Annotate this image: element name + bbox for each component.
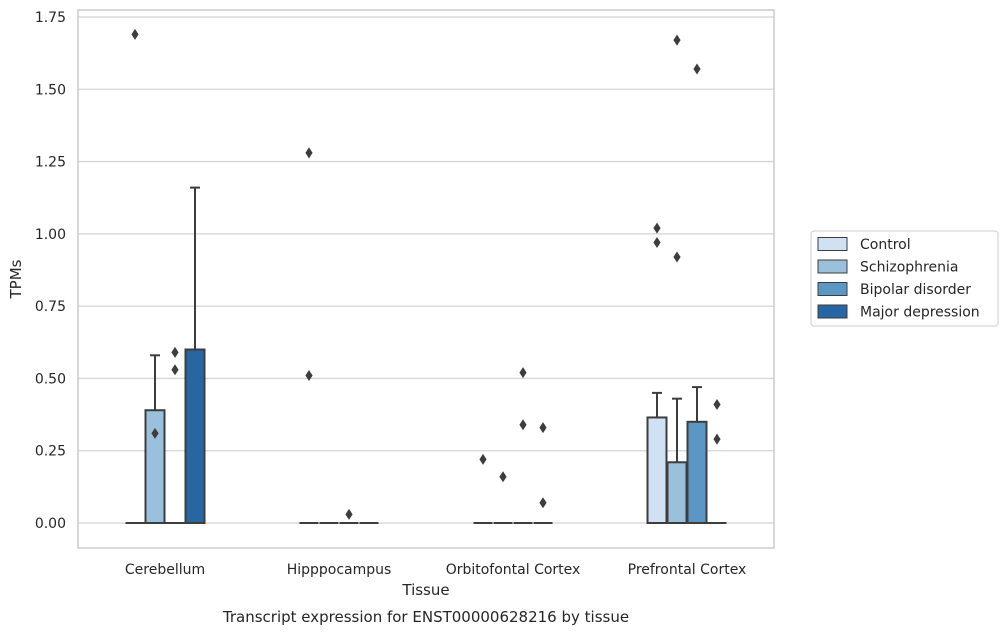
box-group (184, 186, 206, 524)
grid-lines (78, 16, 774, 524)
legend-label: Control (860, 237, 911, 253)
legend-frame (810, 230, 999, 327)
outlier-point (653, 222, 661, 234)
box-group (533, 422, 553, 524)
legend-swatch (817, 237, 848, 251)
box-body (686, 420, 708, 524)
chart-caption: Transcript expression for ENST0000062821… (222, 608, 629, 626)
box-group (646, 222, 668, 524)
outlier-point (693, 63, 701, 75)
outlier-point (519, 419, 527, 431)
outlier-point (713, 433, 721, 445)
y-tick-label: 0.25 (35, 444, 66, 460)
box-group (125, 28, 145, 524)
legend-swatch (817, 259, 848, 274)
outlier-point (171, 364, 179, 376)
x-axis-title: Tissue (401, 581, 449, 599)
box-group (513, 367, 533, 524)
x-tick-label: Prefrontal Cortex (628, 562, 747, 578)
outlier-point (653, 237, 661, 249)
outlier-point (305, 370, 313, 382)
box-body (184, 348, 206, 524)
box-group (165, 346, 185, 524)
box-group (339, 508, 359, 524)
outlier-point (171, 346, 179, 358)
outlier-point (305, 147, 313, 159)
legend-swatch (817, 282, 848, 296)
y-tick-label: 0.75 (35, 299, 66, 315)
box-group (473, 453, 493, 524)
legend-label: Major depression (860, 305, 980, 321)
outlier-point (539, 422, 547, 434)
box-group (666, 34, 688, 524)
y-tick-label: 1.25 (35, 155, 66, 171)
x-tick-label: Orbitofontal Cortex (446, 562, 581, 578)
outlier-point (131, 28, 139, 40)
outlier-point (499, 471, 507, 483)
x-axis-ticks: Cerebellum Hipppocampus Orbitofontal Corte… (125, 562, 746, 578)
y-tick-label: 1.50 (35, 82, 66, 98)
y-axis-title: TPMs (7, 259, 25, 299)
box-group (299, 147, 319, 524)
y-tick-label: 1.00 (35, 227, 66, 243)
y-axis-ticks: 0.00 0.25 0.50 0.75 1.00 1.25 1.50 1.75 (35, 10, 66, 532)
outlier-point (713, 398, 721, 410)
legend-label: Bipolar disorder (860, 282, 971, 298)
box-group (493, 471, 513, 524)
boxes (125, 28, 727, 524)
x-tick-label: Cerebellum (125, 562, 205, 578)
outlier-point (539, 497, 547, 509)
box-group (686, 63, 708, 524)
y-tick-label: 1.75 (35, 10, 66, 26)
box-body (666, 461, 688, 524)
legend-swatch (817, 304, 848, 319)
outlier-point (151, 427, 159, 439)
legend-label: Schizophrenia (860, 260, 958, 276)
box-body (144, 409, 166, 524)
outlier-point (673, 34, 681, 46)
plot-area-frame (77, 9, 775, 549)
box-group (707, 398, 727, 524)
outlier-point (479, 453, 487, 465)
outlier-point (519, 367, 527, 379)
legend: Control Schizophrenia Bipolar disorder Majo… (810, 230, 999, 327)
outlier-point (673, 251, 681, 263)
outlier-point (345, 508, 353, 520)
y-tick-label: 0.50 (35, 371, 66, 387)
box-group (144, 354, 166, 524)
y-tick-label: 0.00 (35, 516, 66, 532)
x-tick-label: Hipppocampus (287, 562, 392, 578)
box-body (646, 416, 668, 524)
